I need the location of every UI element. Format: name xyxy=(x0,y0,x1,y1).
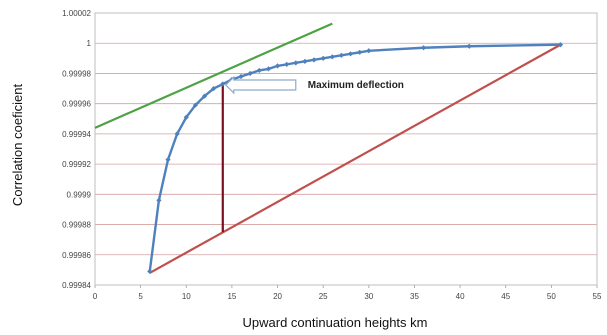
y-tick-label: 0.99992 xyxy=(62,160,91,169)
annotation-label: Maximum deflection xyxy=(308,80,404,91)
x-axis-title: Upward continuation heights km xyxy=(243,315,428,330)
data-point xyxy=(557,42,564,48)
data-point xyxy=(256,67,262,74)
data-point xyxy=(347,51,354,57)
x-tick-label: 45 xyxy=(501,292,510,301)
x-tick-label: 40 xyxy=(456,292,465,301)
x-tick-label: 5 xyxy=(138,292,143,301)
x-tick-label: 35 xyxy=(410,292,419,301)
y-axis-title: Correlation coeficient xyxy=(10,84,25,207)
y-tick-label: 0.99986 xyxy=(62,251,91,260)
y-tick-labels: 0.99984 0.99986 0.99988 0.9999 0.99992 0.9999… xyxy=(62,9,91,290)
annotations: Maximum deflection xyxy=(224,75,404,95)
data-point xyxy=(183,114,189,120)
annotation-arrow xyxy=(224,75,297,95)
x-tick-label: 30 xyxy=(364,292,373,301)
data-point xyxy=(302,58,308,64)
y-tick-label: 1 xyxy=(87,39,92,48)
data-point xyxy=(156,197,162,203)
x-tick-label: 10 xyxy=(182,292,191,301)
data-point xyxy=(357,49,363,55)
data-point xyxy=(238,73,244,80)
x-tick-label: 0 xyxy=(93,292,98,301)
x-tick-label: 50 xyxy=(547,292,556,301)
data-point xyxy=(320,55,326,61)
data-point xyxy=(265,66,272,72)
data-point xyxy=(220,81,226,87)
data-point xyxy=(293,60,299,66)
data-point xyxy=(420,45,427,51)
y-tick-label: 0.99994 xyxy=(62,130,91,139)
data-point xyxy=(211,85,217,92)
series-line xyxy=(148,43,561,272)
chord-line xyxy=(149,43,562,274)
data-series xyxy=(147,42,564,274)
x-tick-label: 55 xyxy=(593,292,602,301)
data-point xyxy=(284,61,290,67)
y-tick-label: 1.00002 xyxy=(62,9,91,18)
data-point xyxy=(366,48,372,54)
x-tick-labels: 0 5 10 15 20 25 30 35 40 45 50 55 xyxy=(93,285,602,301)
y-tick-label: 0.99996 xyxy=(62,100,91,109)
x-tick-label: 20 xyxy=(273,292,282,301)
data-point xyxy=(247,70,253,77)
x-tick-label: 15 xyxy=(227,292,236,301)
tangent-line xyxy=(94,22,333,129)
y-tick-label: 0.9999 xyxy=(67,190,92,199)
data-point xyxy=(147,268,153,274)
data-point xyxy=(329,54,335,60)
data-point xyxy=(165,156,171,163)
y-tick-label: 0.99984 xyxy=(62,281,91,290)
plot-area xyxy=(94,12,598,286)
reference-lines xyxy=(94,22,562,274)
data-point xyxy=(466,43,472,49)
data-point xyxy=(274,63,281,69)
x-tick-label: 25 xyxy=(319,292,328,301)
data-point xyxy=(338,52,345,58)
y-tick-label: 0.99988 xyxy=(62,221,91,230)
data-point xyxy=(311,57,317,63)
data-point xyxy=(192,102,198,108)
y-tick-label: 0.99998 xyxy=(62,69,91,78)
data-point xyxy=(201,93,208,99)
data-point xyxy=(174,131,180,137)
